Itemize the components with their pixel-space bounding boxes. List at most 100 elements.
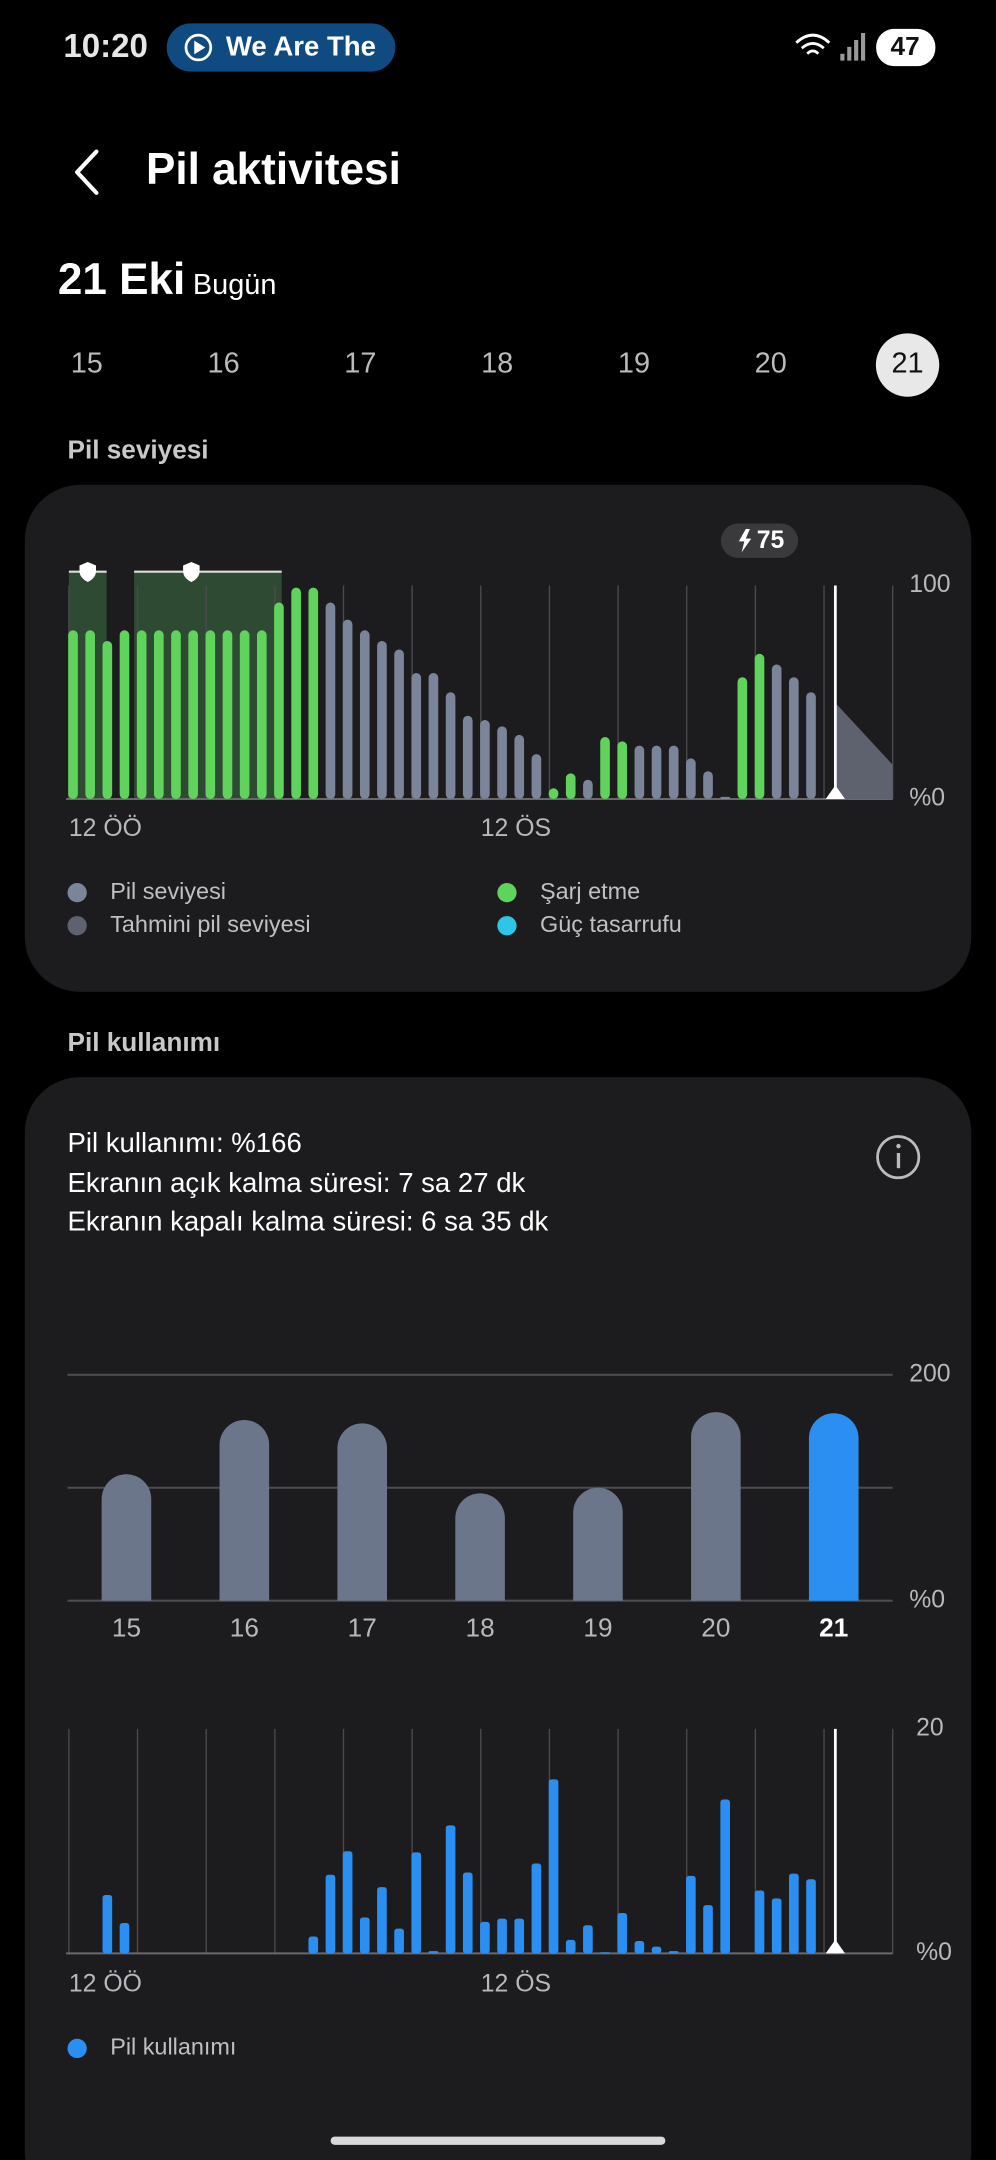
level-bar: [462, 715, 473, 799]
usage-bar: [600, 1952, 610, 1954]
day-item[interactable]: 21: [875, 333, 940, 397]
usage-bar[interactable]: [219, 1419, 270, 1601]
usage-bar: [377, 1887, 387, 1954]
y-tick-label: %0: [909, 785, 945, 812]
x-tick-label: 20: [701, 1613, 730, 1643]
usage-bar: [634, 1941, 645, 1954]
charging-icon: [738, 528, 752, 553]
level-bar: [651, 745, 662, 799]
level-bar: [68, 630, 78, 799]
section-title: Pil seviyesi: [68, 435, 209, 465]
media-pill[interactable]: [166, 23, 396, 72]
level-bar: [720, 796, 731, 799]
x-tick-label: 17: [348, 1613, 377, 1643]
usage-bar: [359, 1917, 370, 1954]
level-bar: [686, 758, 696, 799]
level-bar: [548, 788, 559, 799]
usage-bar[interactable]: [101, 1474, 152, 1601]
info-icon: [876, 1135, 921, 1180]
usage-bar: [102, 1894, 113, 1954]
x-tick-label: 18: [466, 1613, 495, 1643]
level-bar: [737, 677, 748, 799]
y-tick-label: 100: [909, 571, 950, 598]
usage-bar: [497, 1918, 507, 1954]
level-bar: [634, 745, 645, 799]
level-bar: [222, 630, 233, 799]
usage-bar: [668, 1951, 679, 1954]
media-icon: [184, 33, 213, 62]
legend-label: Şarj etme: [540, 878, 640, 904]
usage-bar: [308, 1936, 319, 1954]
usage-bar[interactable]: [808, 1413, 859, 1601]
annotation-bubble: [720, 523, 799, 558]
level-bar: [205, 630, 216, 799]
date-day: 21 Eki: [58, 255, 185, 304]
level-bar: [342, 619, 353, 799]
usage-bar[interactable]: [573, 1487, 623, 1601]
day-label: 19: [618, 348, 650, 380]
usage-bar[interactable]: [691, 1412, 741, 1601]
day-selected-bg: [875, 333, 940, 397]
info-button[interactable]: [876, 1135, 921, 1180]
legend-dot: [67, 883, 87, 903]
day-item[interactable]: 20: [755, 348, 787, 380]
usage-bar: [565, 1939, 576, 1954]
level-bar: [102, 640, 113, 799]
level-bar: [359, 630, 370, 799]
usage-bar: [617, 1912, 628, 1954]
signal-icon: [840, 33, 866, 61]
level-chart: %0 100 12 ÖÖ 12 ÖS 75 Pil seviyesi Tahmini pil…: [66, 523, 951, 937]
x-tick-label: 12 ÖÖ: [69, 815, 142, 842]
level-bar: [239, 630, 250, 799]
level-bar: [497, 726, 507, 799]
level-bar: [154, 630, 164, 799]
level-bar: [411, 673, 422, 799]
day-item[interactable]: 15: [71, 348, 103, 380]
x-tick-label: 16: [230, 1613, 259, 1643]
info-icon-dot: [896, 1143, 901, 1149]
media-title: We Are The: [226, 30, 376, 61]
level-bar: [514, 734, 525, 799]
usage-bar: [428, 1951, 439, 1954]
usage-bar[interactable]: [455, 1493, 505, 1601]
y-tick-label: %0: [916, 1939, 952, 1966]
back-button[interactable]: [75, 149, 99, 195]
day-item[interactable]: 17: [344, 348, 376, 380]
day-item[interactable]: 19: [618, 348, 650, 380]
usage-summary: Ekranın açık kalma süresi: 7 sa 27 dk: [68, 1167, 526, 1198]
level-bar: [85, 630, 95, 799]
legend-dot: [497, 883, 517, 903]
level-bar: [600, 737, 610, 799]
usage-bar: [651, 1946, 662, 1954]
usage-bar: [703, 1905, 713, 1954]
battery-icon: [876, 28, 936, 67]
usage-bar: [445, 1825, 456, 1954]
home-indicator[interactable]: [330, 2136, 666, 2145]
day-item[interactable]: 18: [481, 348, 513, 380]
legend-label: Güç tasarrufu: [540, 911, 682, 937]
predicted-area: [835, 702, 893, 799]
legend-label: Pil kullanımı: [110, 2034, 236, 2060]
day-label: 16: [208, 348, 240, 380]
x-tick-label: 21: [819, 1613, 848, 1643]
usage-bar: [789, 1873, 799, 1954]
level-bar: [789, 677, 799, 799]
day-item[interactable]: 16: [208, 348, 240, 380]
level-bar: [668, 745, 679, 799]
level-bar: [480, 719, 490, 799]
level-bar: [274, 602, 284, 799]
legend-label: Tahmini pil seviyesi: [110, 911, 310, 937]
usage-bar[interactable]: [337, 1423, 388, 1601]
level-bar: [565, 773, 576, 799]
legend-dot: [497, 916, 517, 936]
level-bar: [583, 779, 593, 799]
media-text-clip: We Are The: [226, 30, 376, 61]
x-tick-label: 12 ÖS: [481, 815, 551, 842]
media-icon-play: [194, 40, 206, 55]
daily-usage-chart: %0 200 15 16 17 18 19 20 21: [67, 1360, 951, 1643]
annotation-label: 75: [757, 527, 785, 554]
usage-bar: [342, 1851, 353, 1954]
usage-bar: [411, 1852, 422, 1954]
